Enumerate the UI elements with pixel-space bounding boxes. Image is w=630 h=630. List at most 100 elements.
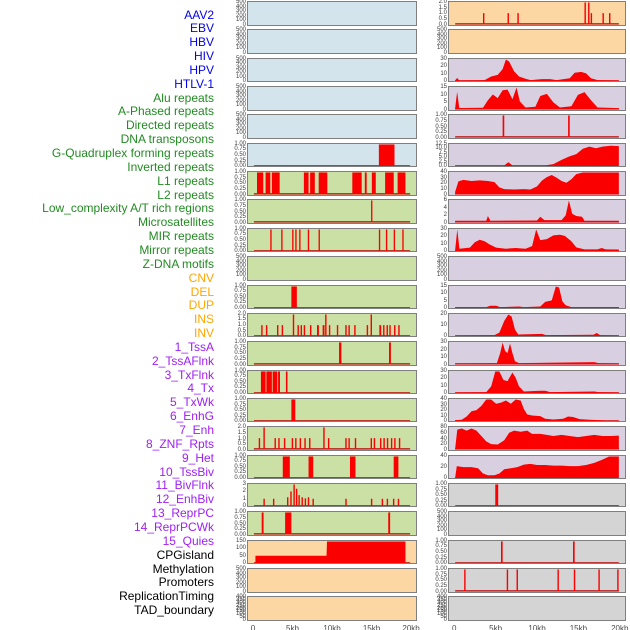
track-panel-7-enh: 30 20 10 0 bbox=[440, 226, 626, 254]
y-tick-label: 0.75 bbox=[435, 486, 447, 493]
signal-bar bbox=[385, 229, 388, 252]
y-axis-ticks: 12.5 10.0 7.5 5.0 2.5 0.0 bbox=[421, 141, 447, 170]
track-panel-directed-repeats: 1.00 0.75 0.50 0.25 0.00 bbox=[234, 226, 417, 254]
y-tick-label: 100 bbox=[436, 45, 447, 52]
signal-bar bbox=[263, 498, 265, 507]
signal-bar bbox=[309, 324, 312, 337]
x-axis-label: 15kb bbox=[569, 623, 588, 630]
zero-baseline bbox=[253, 448, 411, 450]
track-panel-15-quies: 40 20 0 bbox=[440, 453, 626, 481]
signal-bar bbox=[293, 484, 295, 507]
y-tick-label: 500 bbox=[235, 27, 246, 34]
signal-area bbox=[455, 229, 619, 252]
signal-bar bbox=[379, 438, 382, 450]
signal-plot bbox=[455, 484, 619, 507]
y-axis-ticks: 15 10 5 0 bbox=[421, 283, 447, 312]
track-panel-inv: 500 400 300 200 100 0 bbox=[437, 27, 626, 56]
y-axis-ticks: 500 400 300 200 100 0 bbox=[220, 254, 246, 283]
y-tick-label: 2 bbox=[242, 488, 246, 495]
signal-bar bbox=[261, 324, 263, 337]
signal-bar bbox=[500, 541, 503, 564]
y-tick-label: 0 bbox=[242, 21, 246, 28]
y-tick-label: 200 bbox=[235, 605, 246, 612]
y-tick-label: 0 bbox=[242, 106, 246, 113]
track-label: HTLV-1 bbox=[174, 76, 214, 91]
y-tick-label: 200 bbox=[235, 12, 246, 19]
track-label: L2 repeats bbox=[157, 187, 214, 202]
y-tick-label: 0.5 bbox=[237, 327, 246, 334]
signal-bar bbox=[278, 438, 280, 450]
signal-plot bbox=[455, 399, 619, 422]
y-axis-ticks: 1.00 0.75 0.50 0.25 0.00 bbox=[220, 396, 246, 425]
y-tick-label: 0.25 bbox=[234, 242, 246, 249]
x-axis-label: 0 bbox=[451, 623, 457, 630]
right-plot-column: 2.0 1.5 1.0 0.5 0.0 500 400 300 200 100 0 30 20 10 0 15… bbox=[435, 0, 628, 630]
track-label: 5_TxWk bbox=[169, 395, 214, 410]
y-tick-label: 0 bbox=[242, 78, 246, 85]
signal-bar bbox=[557, 569, 559, 592]
signal-bar bbox=[299, 229, 301, 252]
y-tick-label: 500 bbox=[235, 84, 246, 91]
y-tick-label: 1.00 bbox=[234, 452, 246, 459]
y-tick-label: 400 bbox=[235, 116, 246, 123]
x-axis-right: 0 5kb 10kb 15kb 20kb bbox=[448, 623, 628, 630]
y-tick-label: 100 bbox=[235, 102, 246, 109]
y-tick-label: 500 bbox=[436, 509, 447, 516]
y-tick-label: 0.00 bbox=[234, 361, 246, 368]
y-tick-label: 0.25 bbox=[234, 157, 246, 164]
y-tick-label: 0.50 bbox=[234, 520, 246, 527]
track-panel-hpv: 500 400 300 200 100 0 bbox=[236, 112, 417, 141]
y-axis-ticks: 1.00 0.75 0.50 0.25 0.00 bbox=[421, 538, 447, 567]
signal-bar bbox=[257, 172, 264, 195]
y-tick-label: 0.25 bbox=[234, 214, 246, 221]
y-tick-label: 1.00 bbox=[435, 566, 447, 572]
zero-baseline bbox=[253, 533, 411, 535]
track-panel-promoters: 1.00 0.75 0.50 0.25 0.00 bbox=[435, 538, 626, 566]
y-axis-ticks: 500 400 300 200 100 0 bbox=[421, 509, 447, 538]
track-panel-tad-boundary: 400 350 300 250 200 150 100 50 0 bbox=[437, 594, 626, 623]
signal-bar bbox=[397, 498, 400, 507]
track-panel-hiv: 500 400 300 200 100 0 bbox=[236, 84, 417, 113]
track-panel-aav2: 500 400 300 200 100 0 bbox=[236, 0, 417, 28]
y-axis-ticks: 500 400 300 200 100 0 bbox=[421, 254, 447, 283]
y-tick-label: 0.75 bbox=[435, 571, 447, 578]
track-panel-inverted-repeats: 2.0 1.5 1.0 0.5 0.0 bbox=[238, 311, 417, 339]
y-tick-label: 0.75 bbox=[234, 174, 246, 181]
track-label: L1 repeats bbox=[157, 173, 214, 188]
signal-bar bbox=[327, 438, 330, 450]
signal-plot bbox=[253, 484, 411, 507]
signal-bar bbox=[292, 314, 295, 337]
y-tick-label: 100 bbox=[235, 73, 246, 80]
signal-bar bbox=[301, 497, 303, 507]
y-tick-label: 0.25 bbox=[234, 299, 246, 306]
signal-area bbox=[455, 145, 619, 167]
zero-baseline bbox=[253, 335, 411, 337]
y-axis-ticks: 1.00 0.75 0.50 0.25 0.00 bbox=[220, 141, 246, 170]
signal-bar bbox=[307, 229, 310, 252]
signal-plot bbox=[455, 200, 619, 223]
y-tick-label: 0 bbox=[443, 78, 447, 85]
y-tick-label: 0.75 bbox=[435, 543, 447, 550]
track-label: DUP bbox=[188, 298, 214, 313]
y-tick-label: 10.0 bbox=[435, 145, 447, 152]
y-tick-label: 200 bbox=[235, 69, 246, 76]
signal-area bbox=[255, 541, 406, 564]
y-tick-label: 0 bbox=[443, 446, 447, 453]
y-tick-label: 300 bbox=[436, 263, 447, 270]
track-panel-l2-repeats: 1.00 0.75 0.50 0.25 0.00 bbox=[234, 368, 417, 396]
signal-bar bbox=[354, 438, 357, 450]
track-panel-a-phased-repeats: 1.00 0.75 0.50 0.25 0.00 bbox=[234, 197, 417, 226]
signal-area bbox=[455, 370, 619, 394]
signal-bar bbox=[274, 438, 276, 450]
signal-area bbox=[455, 399, 619, 422]
track-label: Promoters bbox=[158, 575, 214, 590]
signal-bar bbox=[265, 324, 268, 337]
signal-bar bbox=[348, 438, 350, 450]
y-tick-label: 2.0 bbox=[438, 0, 447, 5]
y-tick-label: 200 bbox=[436, 522, 447, 529]
track-panel-g-quadruplex-forming-repeats: 1.00 0.75 0.50 0.25 0.00 bbox=[234, 283, 417, 311]
y-tick-label: 0.00 bbox=[234, 219, 246, 226]
signal-bar bbox=[397, 172, 406, 195]
signal-bar bbox=[394, 438, 396, 450]
